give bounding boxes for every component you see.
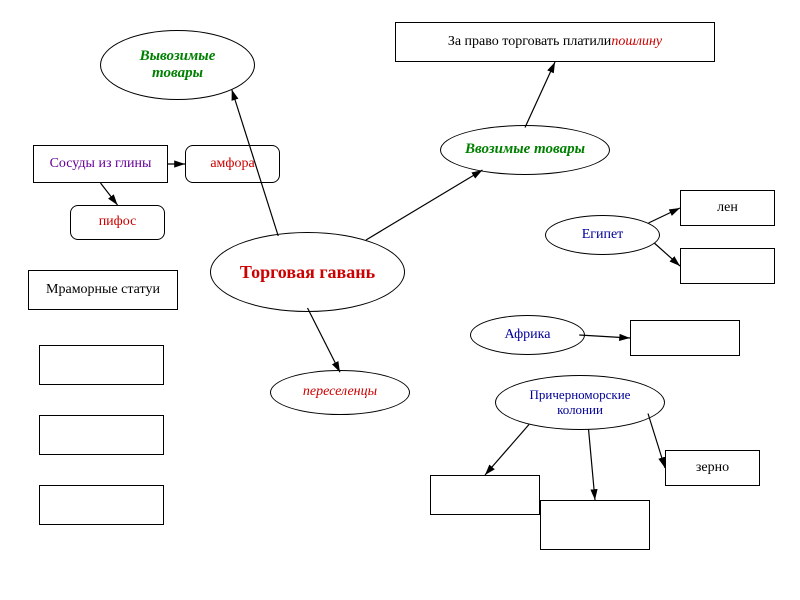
diagram-stage: Торговая гавань Вывозимые товары Ввозимые … [0,0,800,600]
edge [101,183,118,205]
node-b2 [39,415,164,455]
node-b3 [39,485,164,525]
node-r2 [630,320,740,356]
edge [579,335,630,338]
node-pithos: пифос [70,205,165,240]
node-tax: За право торговать платили пошлину [395,22,715,62]
node-vessels: Сосуды из глины [33,145,168,183]
edge [366,170,483,240]
node-africa: Африка [470,315,585,355]
node-marble: Мраморные статуи [28,270,178,310]
edge [648,414,665,469]
edge [654,243,680,266]
node-amphora: амфора [185,145,280,183]
node-b1 [39,345,164,385]
node-r4 [540,500,650,550]
node-flax: лен [680,190,775,226]
node-settlers: переселенцы [270,370,410,415]
node-export: Вывозимые товары [100,30,255,100]
node-center: Торговая гавань [210,232,405,312]
edge [525,62,555,128]
edge [649,208,681,223]
node-r3 [430,475,540,515]
edge [485,425,529,476]
edge [589,429,596,500]
node-grain: зерно [665,450,760,486]
node-colonies: Причерноморские колонии [495,375,665,430]
node-r1 [680,248,775,284]
node-egypt: Египет [545,215,660,255]
node-import: Ввозимые товары [440,125,610,175]
edge [308,308,341,372]
